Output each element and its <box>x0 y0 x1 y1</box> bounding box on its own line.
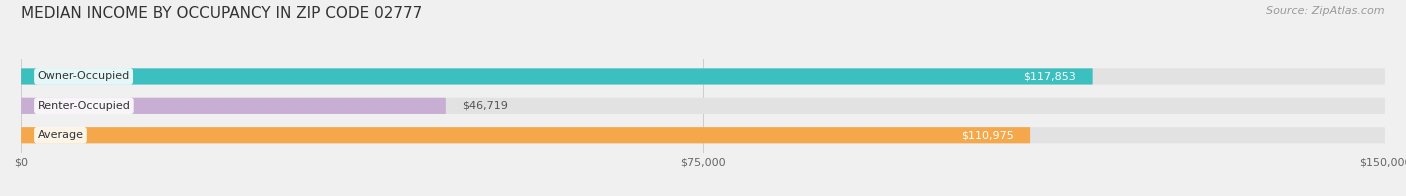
Text: $110,975: $110,975 <box>960 130 1014 140</box>
FancyBboxPatch shape <box>21 68 1385 84</box>
FancyBboxPatch shape <box>21 98 446 114</box>
FancyBboxPatch shape <box>21 68 1092 84</box>
Text: Owner-Occupied: Owner-Occupied <box>38 71 129 82</box>
Text: $46,719: $46,719 <box>463 101 508 111</box>
FancyBboxPatch shape <box>21 127 1385 143</box>
Text: Source: ZipAtlas.com: Source: ZipAtlas.com <box>1267 6 1385 16</box>
FancyBboxPatch shape <box>21 98 1385 114</box>
Text: MEDIAN INCOME BY OCCUPANCY IN ZIP CODE 02777: MEDIAN INCOME BY OCCUPANCY IN ZIP CODE 0… <box>21 6 422 21</box>
Text: Average: Average <box>38 130 83 140</box>
Text: Renter-Occupied: Renter-Occupied <box>38 101 131 111</box>
Text: $117,853: $117,853 <box>1024 71 1076 82</box>
FancyBboxPatch shape <box>21 127 1031 143</box>
